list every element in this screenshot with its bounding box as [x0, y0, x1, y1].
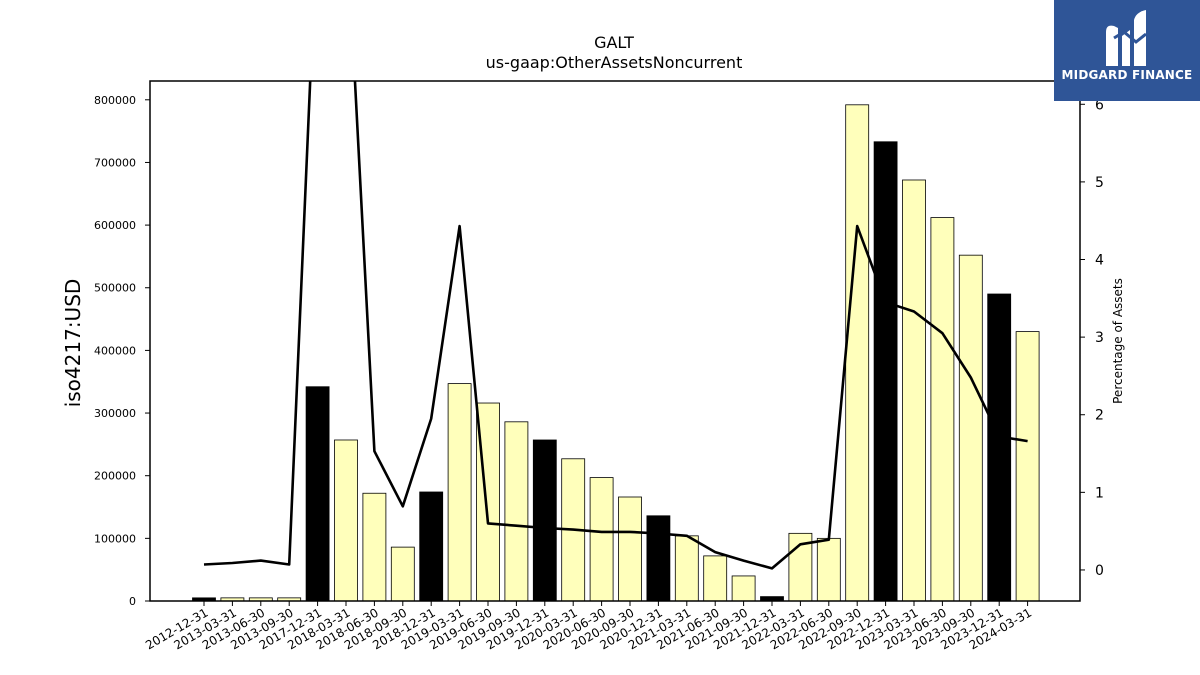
- y2-tick-label: 3: [1095, 330, 1104, 346]
- bar: [816, 537, 841, 602]
- bars-layer: [192, 104, 1040, 602]
- bar: [504, 421, 529, 602]
- y-tick-label: 800000: [94, 94, 136, 107]
- bar: [674, 535, 699, 602]
- bar: [987, 293, 1012, 602]
- bar: [390, 546, 415, 602]
- y2-tick-label: 0: [1095, 563, 1104, 579]
- chart-subtitle: us-gaap:OtherAssetsNoncurrent: [486, 53, 743, 72]
- bar: [930, 217, 955, 602]
- bar: [646, 515, 671, 602]
- bar: [618, 496, 642, 602]
- y2-tick-label: 1: [1095, 485, 1104, 501]
- bar: [447, 383, 472, 602]
- midgard-m-logo-icon: [1106, 10, 1147, 67]
- chart-title: GALT: [594, 33, 634, 52]
- y-tick-label: 600000: [94, 219, 136, 232]
- midgard-finance-logo: MIDGARD FINANCE: [1054, 0, 1200, 101]
- y-tick-label: 0: [129, 595, 136, 608]
- bar: [1015, 331, 1040, 602]
- bar: [334, 439, 358, 602]
- bar: [532, 439, 557, 602]
- y-tick-label: 200000: [94, 470, 136, 483]
- bar: [902, 179, 926, 602]
- bar: [305, 386, 330, 602]
- plot-frame: [149, 80, 1081, 602]
- bar: [958, 254, 983, 602]
- y-tick-label: 300000: [94, 407, 136, 420]
- bar: [845, 104, 870, 602]
- y-tick-label: 400000: [94, 344, 136, 357]
- bar: [703, 555, 728, 602]
- y2-tick-label: 2: [1095, 408, 1104, 424]
- y-tick-label: 500000: [94, 282, 136, 295]
- y2-axis-label: Percentage of Assets: [1111, 278, 1125, 404]
- line-layer: [203, 81, 1028, 570]
- y-axis-label: iso4217:USD: [61, 279, 85, 408]
- bar: [731, 575, 756, 602]
- bar: [362, 492, 387, 602]
- y-tick-label: 700000: [94, 156, 136, 169]
- logo-text: MIDGARD FINANCE: [1061, 68, 1193, 82]
- y2-tick-label: 6: [1095, 97, 1104, 113]
- percentage-line: [203, 81, 1028, 570]
- y2-tick-label: 4: [1095, 253, 1104, 269]
- bar: [873, 141, 898, 602]
- y2-tick-label: 5: [1095, 175, 1104, 191]
- y-tick-label: 100000: [94, 532, 136, 545]
- bar: [419, 491, 444, 602]
- bar: [589, 477, 614, 602]
